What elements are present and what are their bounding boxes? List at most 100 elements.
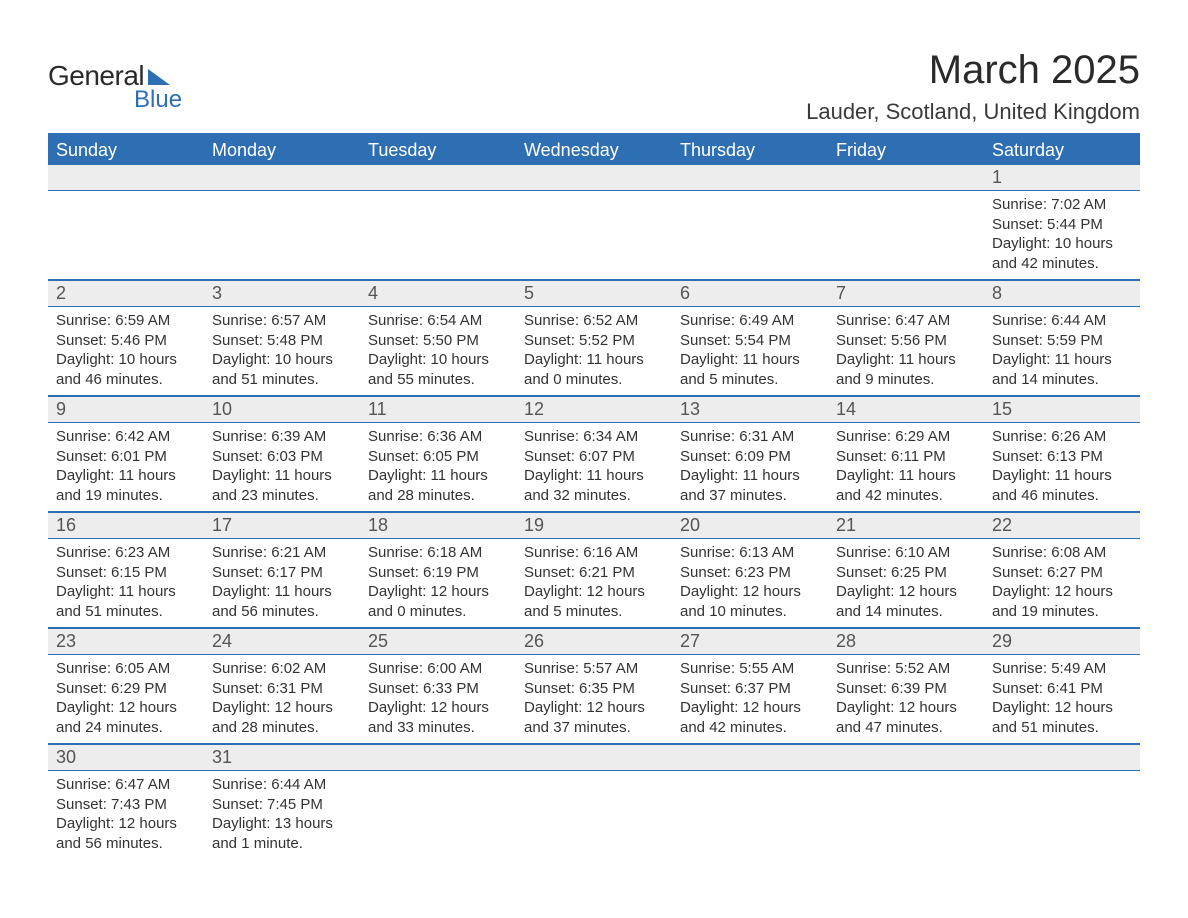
day-number: 8 [984,281,1140,306]
day-number [984,745,1140,770]
sunrise-line: Sunrise: 6:00 AM [368,659,508,679]
day-details-empty [672,191,828,221]
day-details: Sunrise: 6:44 AMSunset: 7:45 PMDaylight:… [204,771,360,859]
day-number: 26 [516,629,672,654]
title-block: March 2025 Lauder, Scotland, United King… [806,48,1140,125]
sunset-line: Sunset: 6:01 PM [56,447,196,467]
daylight-line-b: and 23 minutes. [212,486,352,506]
sunrise-line: Sunrise: 6:10 AM [836,543,976,563]
daylight-line-a: Daylight: 12 hours [56,814,196,834]
daynum-row: 16171819202122 [48,512,1140,539]
calendar: Sunday Monday Tuesday Wednesday Thursday… [48,136,1140,859]
sunrise-line: Sunrise: 5:57 AM [524,659,664,679]
brand-logo: General Blue [48,48,182,114]
day-details: Sunrise: 6:02 AMSunset: 6:31 PMDaylight:… [204,655,360,743]
day-details: Sunrise: 6:29 AMSunset: 6:11 PMDaylight:… [828,423,984,511]
sunset-line: Sunset: 5:54 PM [680,331,820,351]
daynum-row: 3031 [48,744,1140,771]
location: Lauder, Scotland, United Kingdom [806,99,1140,125]
daylight-line-b: and 51 minutes. [992,718,1132,738]
daynum-row: 2345678 [48,280,1140,307]
sunset-line: Sunset: 6:05 PM [368,447,508,467]
sunrise-line: Sunrise: 6:39 AM [212,427,352,447]
details-row: Sunrise: 6:23 AMSunset: 6:15 PMDaylight:… [48,539,1140,629]
day-number: 6 [672,281,828,306]
day-number: 13 [672,397,828,422]
daylight-line-a: Daylight: 12 hours [992,582,1132,602]
day-details-empty [516,771,672,801]
weekday-header: Monday [204,136,360,165]
sunrise-line: Sunrise: 6:23 AM [56,543,196,563]
day-number: 29 [984,629,1140,654]
day-details: Sunrise: 6:54 AMSunset: 5:50 PMDaylight:… [360,307,516,395]
daynum-row: 9101112131415 [48,396,1140,423]
sunrise-line: Sunrise: 6:54 AM [368,311,508,331]
sunset-line: Sunset: 5:48 PM [212,331,352,351]
day-number: 1 [984,165,1140,190]
details-row: Sunrise: 6:05 AMSunset: 6:29 PMDaylight:… [48,655,1140,745]
sunrise-line: Sunrise: 6:42 AM [56,427,196,447]
sunset-line: Sunset: 6:07 PM [524,447,664,467]
day-details: Sunrise: 6:42 AMSunset: 6:01 PMDaylight:… [48,423,204,511]
day-details: Sunrise: 5:57 AMSunset: 6:35 PMDaylight:… [516,655,672,743]
day-details: Sunrise: 6:00 AMSunset: 6:33 PMDaylight:… [360,655,516,743]
daylight-line-b: and 46 minutes. [992,486,1132,506]
day-details: Sunrise: 6:05 AMSunset: 6:29 PMDaylight:… [48,655,204,743]
sunset-line: Sunset: 5:56 PM [836,331,976,351]
day-details: Sunrise: 5:55 AMSunset: 6:37 PMDaylight:… [672,655,828,743]
day-details-empty [360,191,516,221]
day-number [516,745,672,770]
day-number: 14 [828,397,984,422]
daylight-line-a: Daylight: 11 hours [212,466,352,486]
day-details: Sunrise: 6:18 AMSunset: 6:19 PMDaylight:… [360,539,516,627]
daylight-line-a: Daylight: 12 hours [836,698,976,718]
daylight-line-a: Daylight: 11 hours [992,350,1132,370]
daylight-line-b: and 24 minutes. [56,718,196,738]
day-details-empty [672,771,828,801]
day-number: 21 [828,513,984,538]
day-number: 2 [48,281,204,306]
sunset-line: Sunset: 6:33 PM [368,679,508,699]
day-details: Sunrise: 6:26 AMSunset: 6:13 PMDaylight:… [984,423,1140,511]
day-number: 18 [360,513,516,538]
day-details: Sunrise: 5:52 AMSunset: 6:39 PMDaylight:… [828,655,984,743]
sunrise-line: Sunrise: 6:34 AM [524,427,664,447]
sunrise-line: Sunrise: 6:21 AM [212,543,352,563]
day-number: 16 [48,513,204,538]
day-number: 15 [984,397,1140,422]
day-details-empty [984,771,1140,801]
daylight-line-a: Daylight: 12 hours [992,698,1132,718]
sunrise-line: Sunrise: 6:52 AM [524,311,664,331]
daylight-line-a: Daylight: 11 hours [56,466,196,486]
day-details: Sunrise: 6:08 AMSunset: 6:27 PMDaylight:… [984,539,1140,627]
daylight-line-b: and 28 minutes. [368,486,508,506]
daylight-line-b: and 32 minutes. [524,486,664,506]
sunset-line: Sunset: 5:59 PM [992,331,1132,351]
daylight-line-b: and 37 minutes. [680,486,820,506]
day-number: 25 [360,629,516,654]
daylight-line-b: and 42 minutes. [680,718,820,738]
daylight-line-b: and 47 minutes. [836,718,976,738]
day-number: 23 [48,629,204,654]
day-details: Sunrise: 6:59 AMSunset: 5:46 PMDaylight:… [48,307,204,395]
sunset-line: Sunset: 6:23 PM [680,563,820,583]
daylight-line-a: Daylight: 12 hours [368,698,508,718]
daylight-line-b: and 42 minutes. [836,486,976,506]
daylight-line-a: Daylight: 11 hours [212,582,352,602]
daynum-row: 1 [48,165,1140,191]
daylight-line-a: Daylight: 11 hours [992,466,1132,486]
daylight-line-b: and 10 minutes. [680,602,820,622]
day-number: 30 [48,745,204,770]
daylight-line-b: and 0 minutes. [524,370,664,390]
daylight-line-b: and 42 minutes. [992,254,1132,274]
sunset-line: Sunset: 6:39 PM [836,679,976,699]
day-number: 19 [516,513,672,538]
day-number: 20 [672,513,828,538]
daylight-line-a: Daylight: 10 hours [368,350,508,370]
sunrise-line: Sunrise: 6:36 AM [368,427,508,447]
sunset-line: Sunset: 6:09 PM [680,447,820,467]
day-number [204,165,360,190]
sunset-line: Sunset: 5:52 PM [524,331,664,351]
daylight-line-b: and 5 minutes. [524,602,664,622]
daylight-line-a: Daylight: 11 hours [56,582,196,602]
